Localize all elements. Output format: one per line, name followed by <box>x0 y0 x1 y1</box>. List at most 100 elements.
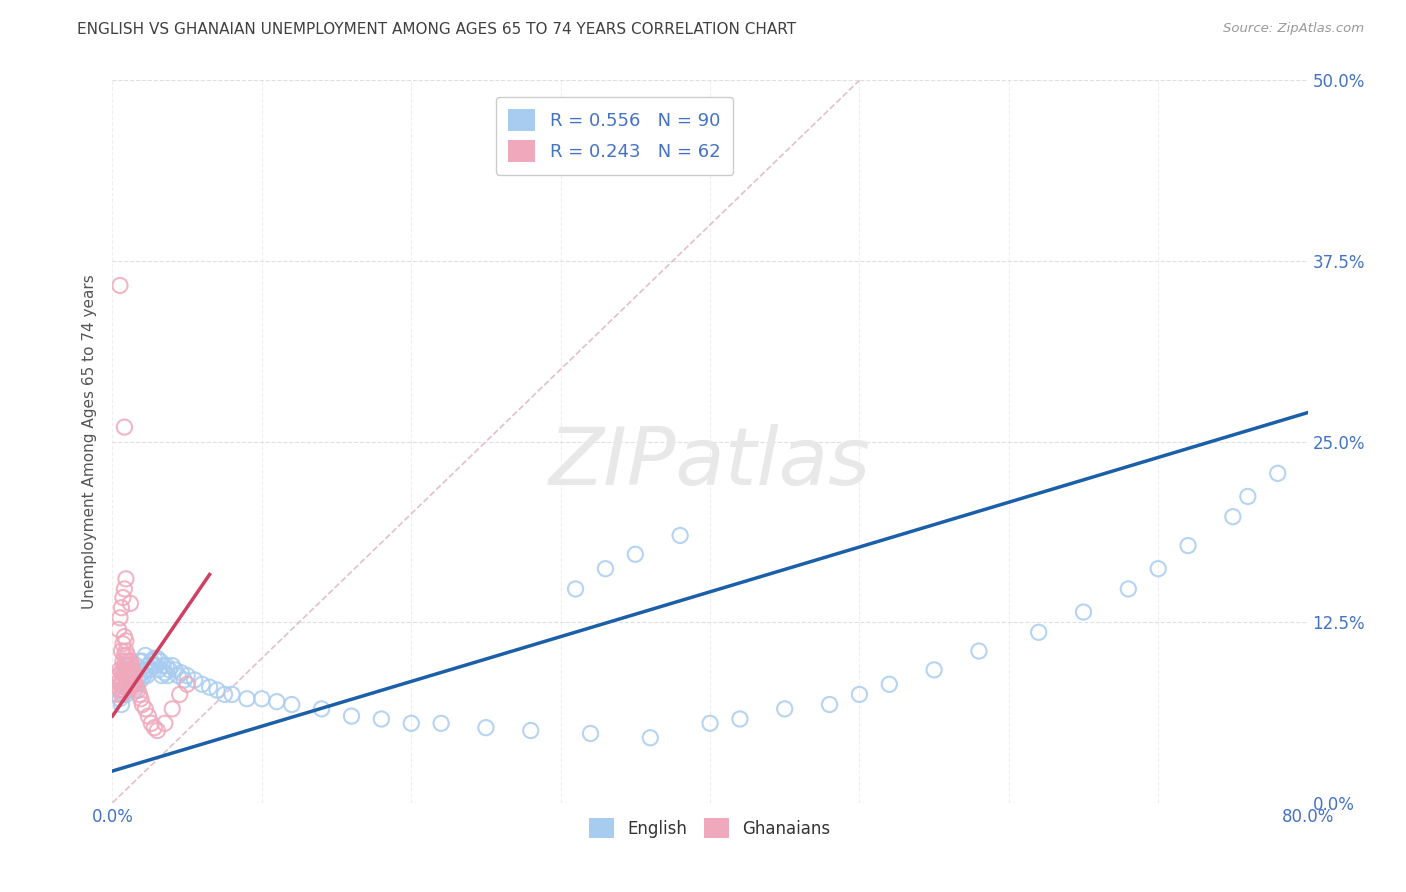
Point <box>114 420 135 434</box>
Point <box>773 702 796 716</box>
Point <box>125 658 148 673</box>
Point <box>111 663 134 677</box>
Point <box>475 721 498 735</box>
Point <box>124 668 146 682</box>
Point <box>117 665 139 680</box>
Point <box>198 680 221 694</box>
Point <box>214 687 236 701</box>
Point <box>579 726 602 740</box>
Point <box>115 572 138 586</box>
Point <box>110 687 132 701</box>
Point <box>157 663 180 677</box>
Point <box>114 665 135 680</box>
Point <box>728 712 751 726</box>
Point <box>149 654 172 668</box>
Point <box>118 654 141 668</box>
Point <box>128 668 150 682</box>
Point <box>430 716 453 731</box>
Point <box>1147 562 1170 576</box>
Point <box>115 654 138 668</box>
Point <box>121 663 143 677</box>
Point <box>699 716 721 731</box>
Point <box>117 663 139 677</box>
Point <box>131 654 153 668</box>
Point <box>114 648 135 663</box>
Point <box>167 668 190 682</box>
Point <box>108 278 131 293</box>
Point <box>124 683 146 698</box>
Point <box>1222 509 1244 524</box>
Point <box>170 665 193 680</box>
Point <box>118 663 141 677</box>
Point <box>115 687 138 701</box>
Point <box>131 698 153 712</box>
Point <box>152 658 174 673</box>
Point <box>114 658 135 673</box>
Point <box>155 658 177 673</box>
Point <box>117 673 139 687</box>
Point <box>125 677 148 691</box>
Point <box>595 562 617 576</box>
Point <box>115 634 138 648</box>
Point <box>125 680 148 694</box>
Point <box>129 673 152 687</box>
Point <box>311 702 333 716</box>
Point <box>138 709 160 723</box>
Point <box>108 691 131 706</box>
Point <box>1118 582 1140 596</box>
Point <box>848 687 870 701</box>
Point <box>150 668 173 682</box>
Point <box>146 723 169 738</box>
Point <box>110 665 132 680</box>
Point <box>143 651 166 665</box>
Point <box>205 683 228 698</box>
Point <box>121 658 143 673</box>
Point <box>250 691 273 706</box>
Point <box>108 677 131 691</box>
Point <box>1028 625 1050 640</box>
Point <box>110 677 132 691</box>
Point <box>107 623 129 637</box>
Point <box>110 600 132 615</box>
Point <box>139 663 162 677</box>
Point <box>114 630 135 644</box>
Point <box>169 687 191 701</box>
Point <box>118 668 141 682</box>
Point <box>120 680 142 694</box>
Point <box>148 663 170 677</box>
Point <box>105 687 128 701</box>
Point <box>120 596 142 610</box>
Point <box>121 665 143 680</box>
Point <box>111 591 134 605</box>
Point <box>107 680 129 694</box>
Point <box>141 654 163 668</box>
Point <box>118 683 141 698</box>
Point <box>128 654 150 668</box>
Point <box>173 673 195 687</box>
Point <box>176 668 198 682</box>
Point <box>121 677 143 691</box>
Point <box>122 665 145 680</box>
Point <box>1237 490 1260 504</box>
Text: ENGLISH VS GHANAIAN UNEMPLOYMENT AMONG AGES 65 TO 74 YEARS CORRELATION CHART: ENGLISH VS GHANAIAN UNEMPLOYMENT AMONG A… <box>77 22 796 37</box>
Point <box>340 709 363 723</box>
Point <box>134 648 156 663</box>
Point <box>117 648 139 663</box>
Point <box>108 683 131 698</box>
Text: Source: ZipAtlas.com: Source: ZipAtlas.com <box>1223 22 1364 36</box>
Point <box>520 723 543 738</box>
Point <box>107 668 129 682</box>
Point <box>115 677 138 691</box>
Point <box>221 687 243 701</box>
Point <box>624 547 647 561</box>
Point <box>120 665 142 680</box>
Point <box>120 658 142 673</box>
Point <box>281 698 304 712</box>
Point <box>118 673 141 687</box>
Point <box>191 677 214 691</box>
Point <box>127 673 149 687</box>
Point <box>128 687 150 701</box>
Point <box>183 673 205 687</box>
Point <box>143 721 166 735</box>
Point <box>266 695 288 709</box>
